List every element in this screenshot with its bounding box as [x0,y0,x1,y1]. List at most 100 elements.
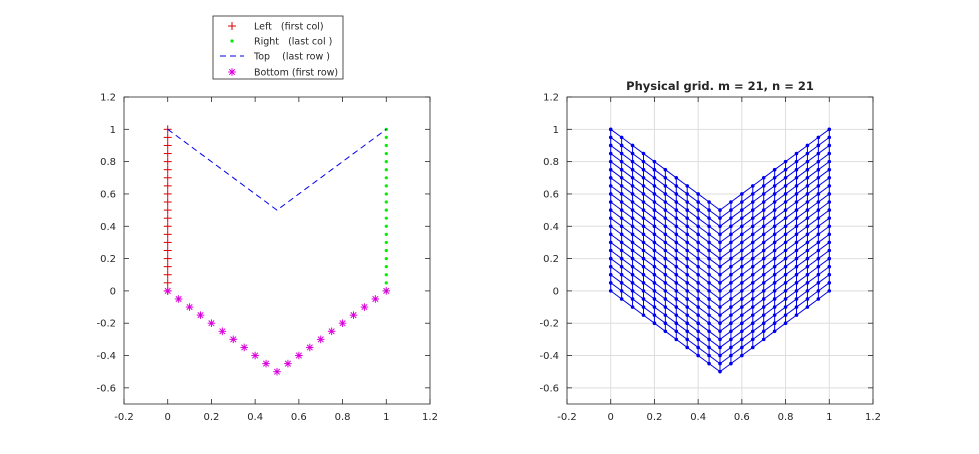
grid-node [761,337,766,342]
grid-node [663,224,668,229]
grid-node [816,192,821,196]
x-tick-label: 0.8 [335,412,351,423]
grid-node [608,264,613,269]
grid-node [608,272,613,277]
grid-node [794,151,799,156]
grid-node [750,321,755,326]
grid-node [772,313,777,317]
grid-node [641,313,646,317]
grid-node [729,321,733,326]
grid-node [794,272,799,277]
grid-node [783,264,788,269]
grid-node [816,240,821,245]
grid-node [674,272,679,277]
grid-node [750,264,755,269]
grid-node [772,200,777,204]
left-col-point [163,133,172,142]
grid-node [630,224,635,229]
grid-node [783,321,788,326]
grid-node [685,184,690,188]
grid-node [707,353,711,358]
grid-node [674,281,679,285]
grid-node [630,208,635,212]
grid-node [696,337,700,342]
grid-node [674,184,679,188]
left-col-point [163,246,172,255]
grid-node [652,264,657,269]
x-tick-label: -0.2 [557,412,577,423]
grid-node [641,175,646,180]
grid-node [641,281,646,285]
bottom-row-point [163,287,172,295]
bottom-row-point [262,359,270,368]
grid-node [805,256,810,261]
grid-node [783,256,788,261]
grid-node [729,232,733,237]
grid-node [772,216,777,220]
grid-node [761,240,766,245]
grid-node [630,297,635,301]
grid-node [652,167,657,172]
grid-node [729,345,733,350]
grid-node [630,159,635,164]
grid-node [674,232,679,237]
grid-node [827,289,832,293]
grid-node [674,313,679,317]
y-tick-label: 1 [110,125,116,136]
right-col-point [384,256,388,261]
grid-node [718,224,722,229]
plot-boundaries: -0.2 0 0.2 0.4 0.6 0.8 1 1.2 -0.6 -0.4 -0.2 0 0.2 0.4… [96,93,437,424]
grid-node [663,281,668,285]
grid-node [619,264,624,269]
grid-node [652,175,657,180]
grid-node [663,305,668,309]
grid-node [652,159,657,164]
grid-node [740,321,744,326]
grid-node [729,224,733,229]
grid-node [652,224,657,229]
grid-node [652,313,657,317]
grid-node [696,353,700,358]
right-col-point [384,208,388,212]
grid-node [816,264,821,269]
grid-node [729,264,733,269]
grid-node [761,264,766,269]
grid-node [685,281,690,285]
grid-node [663,216,668,220]
grid-node [707,216,711,220]
grid-node [718,256,722,261]
grid-node [685,248,690,253]
x-tick-label: 0.4 [247,412,263,423]
left-col-point [163,222,172,231]
grid-node [750,232,755,237]
grid-node [685,321,690,326]
grid-node [696,313,700,317]
grid-node [718,345,722,350]
grid-node [805,192,810,196]
grid-node [608,208,613,212]
grid-node [783,232,788,237]
grid-node [805,175,810,180]
left-col-point [163,165,172,174]
grid-node [794,248,799,253]
grid-node [685,313,690,317]
bottom-row-point [327,327,336,336]
grid-node [729,216,733,220]
bottom-row-point [316,335,325,344]
grid-node [816,289,821,293]
grid-node [827,272,832,277]
grid-node [652,297,657,301]
grid-node [794,192,799,196]
grid-node [805,216,810,220]
grid-node [630,232,635,237]
y-tick-label: 0.8 [100,157,116,168]
grid-node [663,167,668,172]
grid-node [696,208,700,212]
grid-node [816,135,821,140]
grid-node [641,272,646,277]
left-col-point [163,206,172,215]
grid-node [761,281,766,285]
grid-node [750,216,755,220]
bottom-row-point [185,303,194,311]
grid-node [619,143,624,148]
